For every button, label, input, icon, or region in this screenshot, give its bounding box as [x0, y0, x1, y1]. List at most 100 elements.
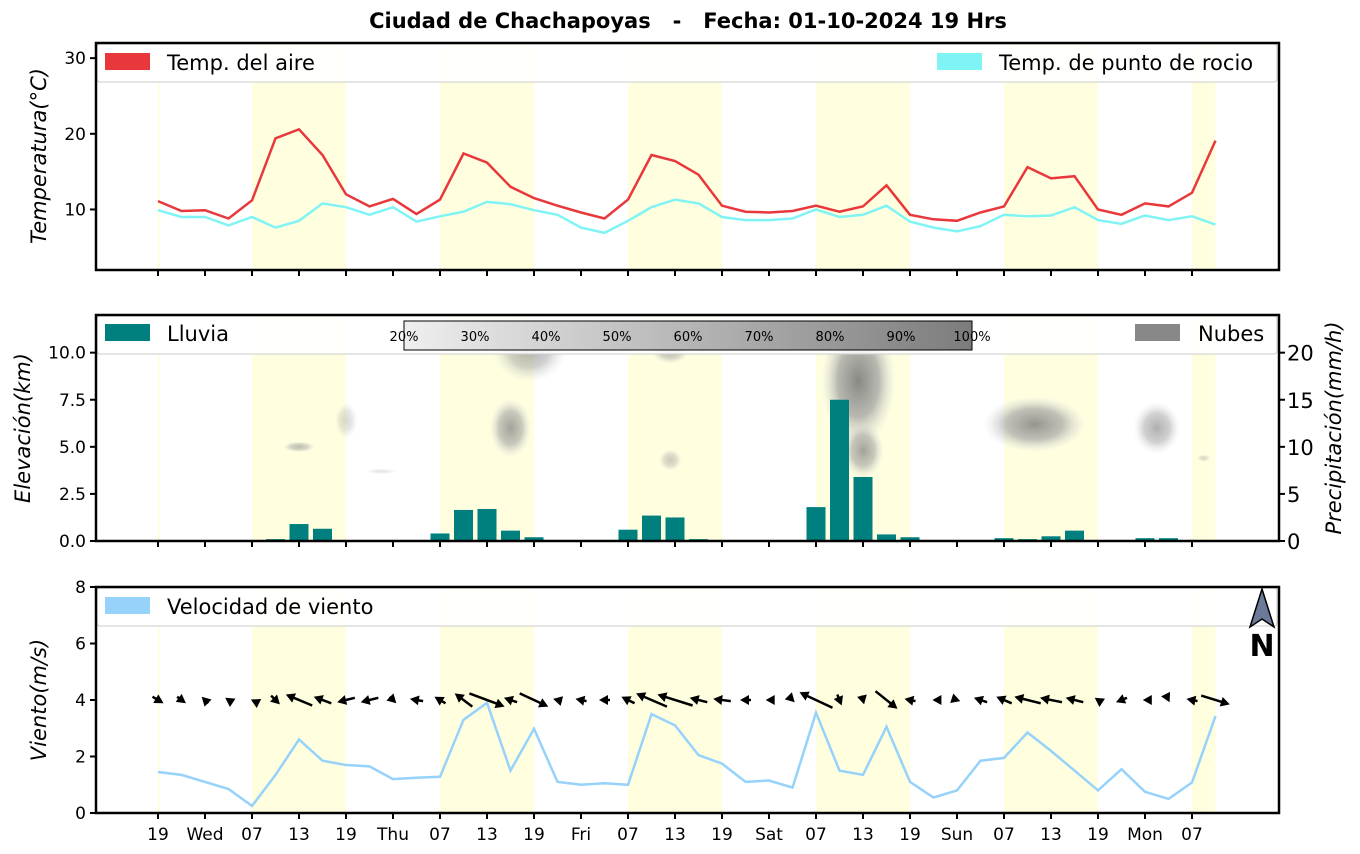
rain-bar	[430, 533, 450, 541]
x-tick-label: 13	[476, 825, 498, 845]
wind-arrow	[740, 695, 751, 705]
rain-bar	[524, 537, 544, 541]
wind-arrow	[1094, 697, 1105, 707]
wind-tick-label: 4	[75, 691, 86, 711]
wind-arrow	[621, 696, 636, 706]
x-tick-label: 13	[1040, 825, 1062, 845]
wind-arrow	[657, 692, 693, 707]
rain-bar	[1065, 530, 1084, 541]
x-tick-label: Fri	[571, 825, 591, 845]
wind-arrow-head	[740, 695, 749, 705]
legend-swatch-rain	[105, 324, 150, 341]
wind-arrow-head	[765, 695, 775, 705]
colorbar-label: 20%	[390, 330, 419, 345]
precip-tick-label: 0	[1287, 530, 1300, 554]
wind-arrow-head	[434, 696, 445, 706]
colorbar-label: 60%	[674, 330, 703, 345]
wind-arrow	[386, 693, 397, 704]
north-label: N	[1249, 629, 1274, 664]
panel-frame	[94, 41, 1281, 272]
x-tick-label: 13	[288, 825, 310, 845]
wind-arrow-head	[904, 695, 915, 706]
wind-arrow	[1065, 695, 1084, 705]
wind-arrow	[1186, 695, 1198, 706]
cloud-region	[1196, 454, 1211, 462]
wind-arrow-head	[1219, 696, 1230, 707]
legend-label-clouds: Nubes	[1198, 322, 1264, 346]
wind-arrow	[973, 695, 988, 706]
north-arrow-shape	[1248, 586, 1276, 629]
x-tick-label: 19	[899, 825, 921, 845]
wind-arrow-head	[503, 695, 515, 706]
wind-arrow	[503, 695, 518, 706]
x-tick-label: Sun	[941, 825, 973, 845]
wind-arrow-head	[887, 699, 898, 709]
wind-arrow-head	[409, 695, 420, 706]
colorbar-label: 80%	[816, 330, 845, 345]
y-axis-label-precip: Precipitación(mm/h)	[1322, 321, 1346, 534]
rain-bar	[1041, 536, 1061, 541]
rain-bar	[454, 509, 473, 541]
wind-arrow-head	[454, 693, 465, 703]
x-tick-label: Sat	[755, 825, 783, 845]
x-tick-label: 13	[664, 825, 686, 845]
wind-arrow-shaft	[640, 694, 668, 708]
cloud-region	[658, 448, 683, 472]
x-tick-label: 07	[617, 825, 639, 845]
wind-arrow	[950, 693, 961, 703]
wind-arrow-head	[337, 695, 348, 705]
elevation-tick-label: 0.0	[59, 532, 86, 552]
elevation-tick-label: 10.0	[48, 344, 86, 364]
wind-arrow	[833, 694, 843, 706]
x-tick-label: Thu	[376, 825, 409, 845]
legend-swatch-air-temp	[105, 53, 150, 70]
wind-arrow-head	[250, 699, 262, 708]
wind-arrow-head	[799, 691, 810, 701]
temperature-panel: Temp. del aire Temp. de punto de rocio 10 2…	[27, 41, 1281, 276]
wind-arrow	[225, 697, 236, 707]
wind-arrow-shaft	[874, 690, 895, 707]
elevation-tick-label: 2.5	[59, 485, 86, 505]
temp-tick-label: 30	[64, 49, 86, 69]
cloud-region	[982, 395, 1087, 453]
rain-bar	[501, 530, 520, 541]
wind-arrow-shaft	[468, 692, 500, 706]
wind-arrow-head	[713, 695, 723, 705]
wind-arrow-head	[175, 693, 186, 704]
wind-arrow-head	[950, 693, 961, 703]
wind-arrow	[337, 695, 356, 705]
rain-bar	[877, 534, 896, 541]
wind-arrow-shaft	[662, 694, 693, 707]
cloud-region	[841, 422, 885, 479]
wind-arrow-head	[1142, 695, 1152, 705]
wind-arrow-head	[636, 692, 647, 702]
wind-arrow	[285, 693, 313, 707]
rain-bar	[618, 529, 638, 541]
x-tick-label: 19	[147, 825, 169, 845]
wind-arrow-shaft	[519, 692, 544, 706]
wind-arrow	[713, 695, 731, 705]
wind-arrow	[996, 695, 1013, 705]
wind-arrow-head	[553, 696, 564, 706]
x-tick-label: 19	[523, 825, 545, 845]
y-axis-label-wind: Viento(m/s)	[27, 639, 51, 761]
x-tick-label: 13	[852, 825, 874, 845]
legend-swatch-clouds	[1135, 324, 1180, 341]
rain-bar	[1135, 538, 1155, 541]
series-line-air-temp	[157, 127, 1217, 223]
legend-label-air-temp: Temp. del aire	[166, 51, 315, 75]
wind-arrow-head	[599, 695, 608, 705]
wind-arrow	[313, 695, 332, 705]
rain-bar	[1159, 538, 1178, 541]
wind-arrow-head	[996, 695, 1007, 705]
wind-arrow	[636, 692, 668, 708]
rain-bar	[477, 508, 497, 541]
wind-arrow-head	[313, 695, 324, 705]
rain-bar	[830, 399, 849, 541]
wind-arrow	[468, 692, 505, 709]
cloud-region	[489, 397, 532, 459]
wind-arrow	[1142, 695, 1152, 705]
north-arrow-icon	[1248, 586, 1276, 629]
x-tick-label: 07	[1181, 825, 1203, 845]
daylight-band	[158, 43, 161, 270]
